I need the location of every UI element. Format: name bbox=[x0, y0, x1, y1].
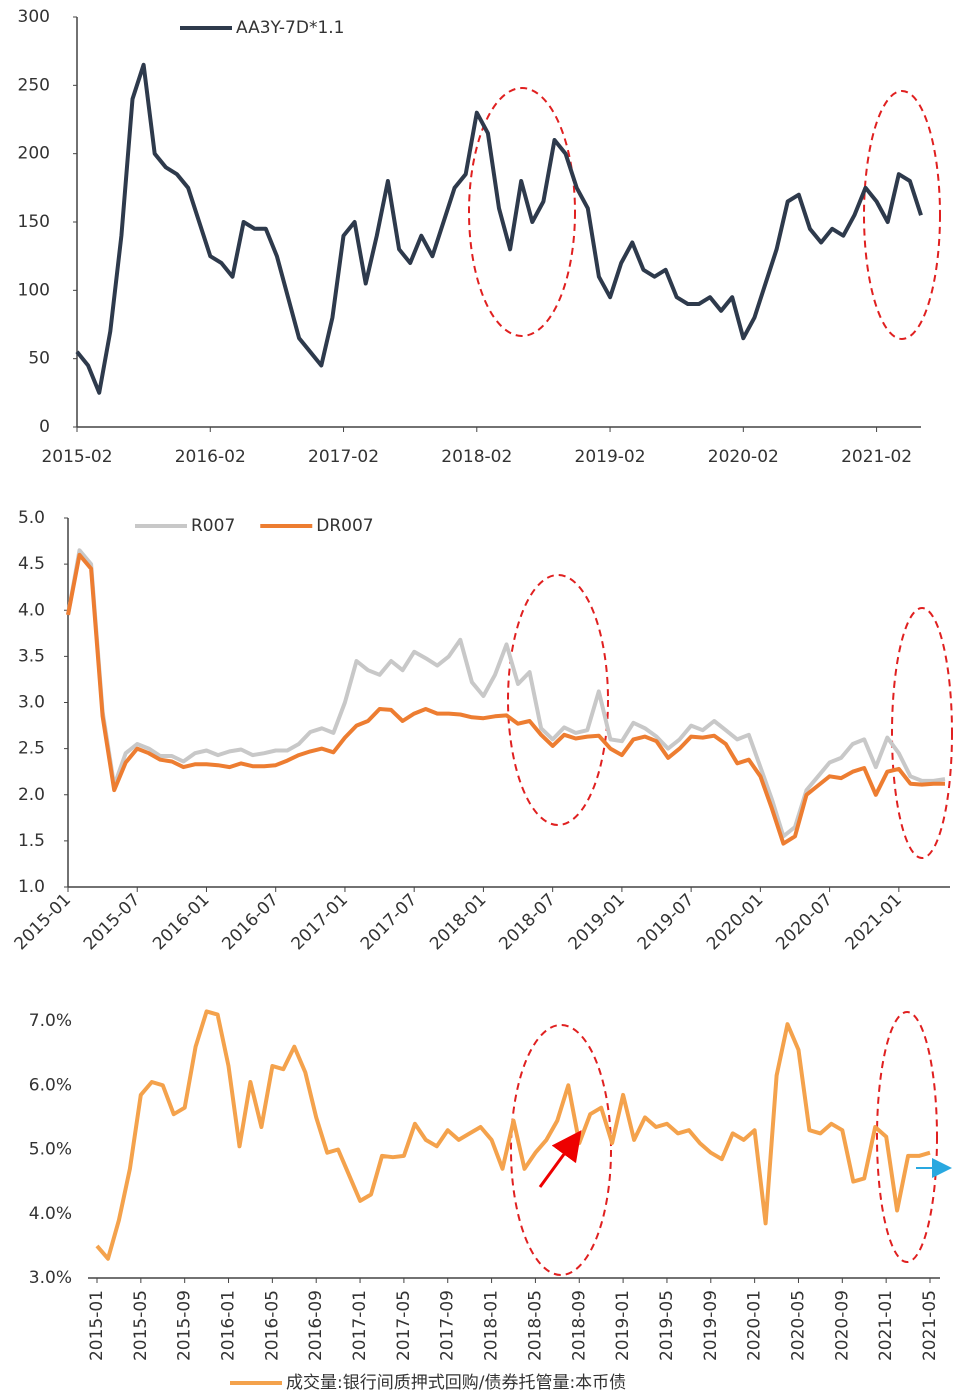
x-tick-label: 2015-01 bbox=[11, 890, 75, 954]
x-tick-label: 2019-07 bbox=[634, 890, 698, 954]
x-tick-label: 2016-07 bbox=[218, 890, 282, 954]
legend-label: AA3Y-7D*1.1 bbox=[236, 18, 345, 38]
x-tick-label: 2017-01 bbox=[288, 890, 352, 954]
y-tick-label: 2.0 bbox=[18, 785, 45, 805]
series-line bbox=[66, 548, 946, 839]
highlight-ellipse bbox=[510, 1024, 612, 1276]
x-tick-label: 2015-01 bbox=[87, 1290, 107, 1361]
y-tick-label: 4.0 bbox=[18, 600, 45, 620]
x-tick-label: 2020-05 bbox=[788, 1290, 808, 1361]
x-tick-label: 2018-07 bbox=[495, 890, 559, 954]
highlight-ellipse bbox=[507, 574, 609, 826]
x-tick-label: 2020-07 bbox=[772, 890, 836, 954]
x-tick-label: 2016-01 bbox=[219, 1290, 239, 1361]
y-tick-label: 1.0 bbox=[18, 877, 45, 897]
x-tick-label: 2021-01 bbox=[876, 1290, 896, 1361]
y-tick-label: 7.0% bbox=[29, 1011, 72, 1031]
highlight-ellipse bbox=[863, 90, 941, 340]
series-line bbox=[95, 1009, 931, 1261]
highlight-ellipse bbox=[891, 607, 953, 859]
legend-label: 成交量:银行间质押式回购/债券托管量:本币债 bbox=[286, 1373, 626, 1393]
x-tick-label: 2017-05 bbox=[394, 1290, 414, 1361]
x-tick-label: 2021-02 bbox=[841, 447, 912, 467]
x-tick-label: 2016-02 bbox=[175, 447, 246, 467]
x-tick-label: 2019-02 bbox=[575, 447, 646, 467]
x-tick-label: 2016-05 bbox=[262, 1290, 282, 1361]
y-tick-label: 1.5 bbox=[18, 831, 45, 851]
x-tick-label: 2019-01 bbox=[613, 1290, 633, 1361]
y-tick-label: 4.0% bbox=[29, 1204, 72, 1224]
x-tick-label: 2015-09 bbox=[175, 1290, 195, 1361]
x-tick-label: 2018-05 bbox=[525, 1290, 545, 1361]
x-tick-label: 2021-05 bbox=[920, 1290, 940, 1361]
x-tick-label: 2020-01 bbox=[745, 1290, 765, 1361]
x-tick-label: 2017-07 bbox=[357, 890, 421, 954]
x-tick-label: 2017-02 bbox=[308, 447, 379, 467]
x-tick-label: 2015-05 bbox=[131, 1290, 151, 1361]
x-tick-label: 2019-05 bbox=[657, 1290, 677, 1361]
y-tick-label: 5.0 bbox=[18, 508, 45, 528]
x-tick-label: 2018-01 bbox=[482, 1290, 502, 1361]
y-tick-label: 150 bbox=[18, 212, 50, 232]
y-tick-label: 3.0% bbox=[29, 1268, 72, 1288]
highlight-ellipse bbox=[876, 1011, 938, 1263]
x-tick-label: 2017-09 bbox=[438, 1290, 458, 1361]
x-tick-label: 2020-09 bbox=[832, 1290, 852, 1361]
annotation-arrow bbox=[538, 1130, 582, 1188]
x-tick-label: 2020-02 bbox=[708, 447, 779, 467]
x-tick-label: 2021-01 bbox=[842, 890, 906, 954]
y-tick-label: 3.5 bbox=[18, 646, 45, 666]
series-line bbox=[66, 552, 945, 846]
x-tick-label: 2018-02 bbox=[441, 447, 512, 467]
x-tick-label: 2019-01 bbox=[565, 890, 629, 954]
legend-label: R007 bbox=[191, 516, 235, 536]
x-tick-label: 2016-01 bbox=[149, 890, 213, 954]
y-tick-label: 200 bbox=[18, 144, 50, 164]
y-tick-label: 250 bbox=[18, 75, 50, 95]
series-line bbox=[75, 62, 923, 395]
y-tick-label: 300 bbox=[18, 7, 50, 27]
x-tick-label: 2015-02 bbox=[41, 447, 112, 467]
y-tick-label: 5.0% bbox=[29, 1140, 72, 1160]
legend-label: DR007 bbox=[316, 516, 373, 536]
x-tick-label: 2017-01 bbox=[350, 1290, 370, 1361]
y-tick-label: 100 bbox=[18, 280, 50, 300]
y-tick-label: 0 bbox=[39, 417, 50, 437]
x-tick-label: 2020-01 bbox=[703, 890, 767, 954]
highlight-ellipse bbox=[468, 87, 576, 337]
y-tick-label: 50 bbox=[28, 349, 50, 369]
x-tick-label: 2018-01 bbox=[426, 890, 490, 954]
y-tick-label: 3.0 bbox=[18, 693, 45, 713]
x-tick-label: 2015-07 bbox=[80, 890, 144, 954]
y-tick-label: 6.0% bbox=[29, 1075, 72, 1095]
x-tick-label: 2019-09 bbox=[701, 1290, 721, 1361]
y-tick-label: 2.5 bbox=[18, 739, 45, 759]
x-tick-label: 2018-09 bbox=[569, 1290, 589, 1361]
y-tick-label: 4.5 bbox=[18, 554, 45, 574]
x-tick-label: 2016-09 bbox=[306, 1290, 326, 1361]
